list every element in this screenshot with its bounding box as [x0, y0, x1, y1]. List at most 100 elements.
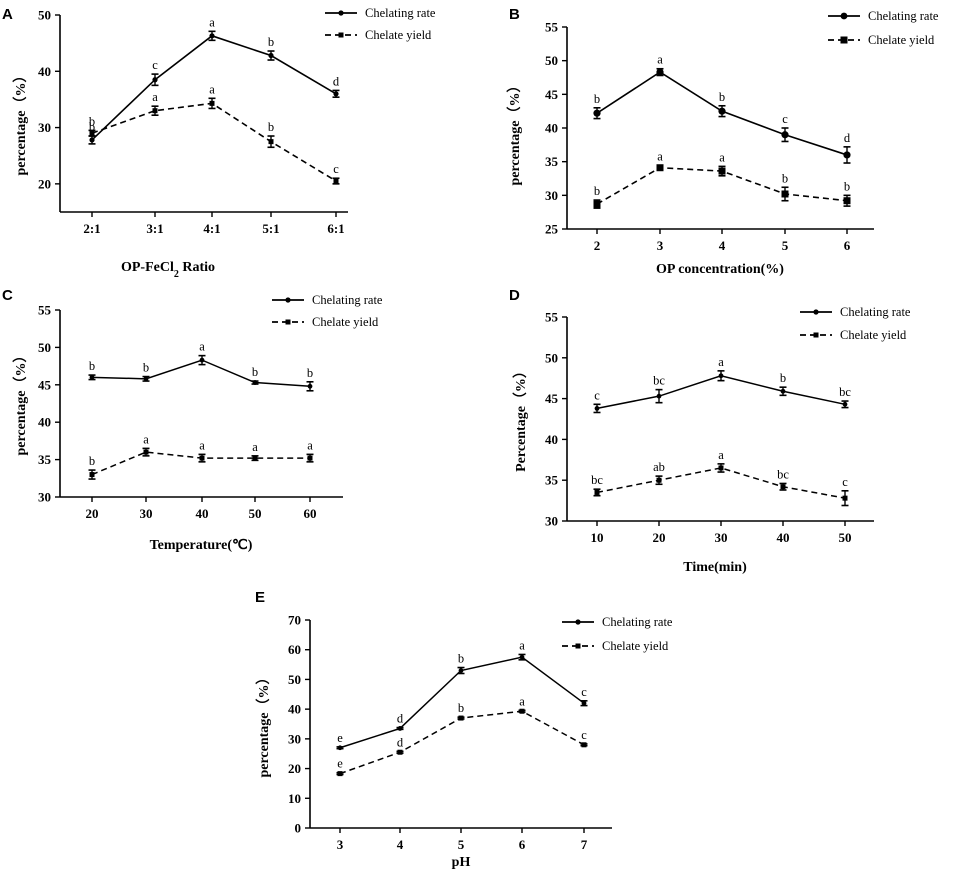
data-point [718, 373, 724, 379]
significance-letter: a [209, 15, 215, 29]
y-tick-label: 55 [38, 303, 52, 318]
data-point [337, 745, 343, 751]
x-tick-label: 50 [839, 530, 852, 545]
panel-a-x-axis-title: OP-FeCl2 Ratio [121, 260, 215, 280]
significance-letter: a [252, 440, 258, 454]
legend-marker-chelate-yield [813, 332, 819, 338]
panel-a-x-ticks: 2:1 3:1 4:1 5:1 6:1 [83, 212, 345, 236]
data-point [842, 401, 848, 407]
data-point [593, 109, 601, 117]
x-tick-label: 4 [719, 238, 726, 253]
data-point [397, 726, 403, 731]
y-tick-label: 55 [545, 20, 559, 35]
panel-letter-b: B [509, 6, 520, 23]
data-point [199, 357, 205, 363]
legend-marker-chelating-rate [338, 10, 344, 16]
significance-letter: b [782, 171, 788, 185]
data-point [152, 108, 158, 114]
data-point [209, 33, 215, 39]
y-tick-label: 35 [38, 452, 52, 467]
panel-d-y-ticks: 30 35 40 45 50 55 [545, 310, 567, 529]
data-point [656, 164, 664, 172]
data-point [843, 151, 851, 159]
legend-label-chelating-rate: Chelating rate [868, 9, 939, 23]
y-tick-label: 50 [38, 340, 51, 355]
significance-letter: a [718, 355, 724, 369]
panel-a-y-ticks: 20 30 40 50 [38, 8, 60, 191]
significance-letter: c [782, 112, 788, 126]
x-tick-label: 6 [519, 837, 526, 852]
x-tick-label: 50 [249, 506, 262, 521]
significance-letter: c [152, 58, 158, 72]
data-point [842, 495, 848, 501]
significance-letter: c [594, 388, 600, 402]
significance-letter: a [199, 340, 205, 354]
x-tick-label: 2:1 [83, 221, 100, 236]
y-tick-label: 30 [288, 731, 301, 746]
x-tick-label: 4:1 [203, 221, 220, 236]
panel-c-x-ticks: 20 30 40 50 60 [86, 497, 317, 521]
data-point [581, 700, 587, 706]
y-tick-label: 30 [545, 514, 558, 529]
significance-letter: b [268, 35, 274, 49]
panel-e-plot: e d b a c e d b a c [309, 620, 612, 829]
significance-letter: a [307, 438, 313, 452]
significance-letter: bc [839, 385, 851, 399]
data-point [337, 771, 343, 777]
series-line-chelate-yield [596, 467, 846, 499]
x-tick-label: 6 [844, 238, 851, 253]
panel-c: C b b a b b b a a a a 30 35 40 45 50 55 20 30 40 50 60 per… [2, 287, 383, 553]
data-point [781, 131, 789, 139]
y-tick-label: 30 [38, 490, 51, 505]
data-point [209, 100, 215, 106]
x-tick-label: 5:1 [262, 221, 279, 236]
panel-c-legend: Chelating rate Chelate yield [272, 293, 383, 329]
data-point [458, 715, 464, 721]
data-point [718, 107, 726, 115]
x-tick-label: 20 [653, 530, 666, 545]
significance-letter: c [333, 162, 339, 176]
y-tick-label: 25 [545, 222, 559, 237]
series-line-chelate-yield [91, 451, 310, 476]
legend-label-chelating-rate: Chelating rate [840, 305, 911, 319]
significance-letter: b [594, 184, 600, 198]
panel-e-x-axis-title: pH [452, 855, 471, 870]
legend-marker-chelate-yield [285, 319, 291, 325]
significance-letter: a [718, 448, 724, 462]
panel-e-x-ticks: 3 4 5 6 7 [337, 828, 588, 852]
significance-letter: d [844, 131, 851, 145]
significance-letter: bc [591, 473, 603, 487]
y-tick-label: 45 [545, 87, 559, 102]
panel-letter-c: C [2, 287, 13, 304]
significance-letter: a [143, 432, 149, 446]
legend-marker-chelate-yield [338, 32, 344, 38]
y-tick-label: 50 [545, 350, 558, 365]
x-tick-label: 20 [86, 506, 99, 521]
data-point [594, 405, 600, 411]
significance-letter: b [307, 366, 313, 380]
panel-b-y-axis-title: percentage（%） [507, 78, 523, 185]
y-tick-label: 40 [288, 702, 301, 717]
y-tick-label: 60 [288, 642, 301, 657]
legend-label-chelate-yield: Chelate yield [868, 33, 935, 47]
significance-letter: c [581, 728, 587, 742]
legend-label-chelate-yield: Chelate yield [312, 315, 379, 329]
y-tick-label: 30 [545, 188, 558, 203]
data-point [656, 393, 662, 399]
significance-letter: b [844, 179, 850, 193]
data-point [307, 383, 313, 389]
data-point [781, 190, 789, 198]
data-point [143, 449, 149, 455]
panel-c-plot: b b a b b b a a a a [59, 310, 343, 498]
x-tick-label: 7 [581, 837, 588, 852]
legend-marker-chelate-yield [575, 643, 581, 649]
data-point [593, 200, 601, 208]
data-point [581, 742, 587, 748]
significance-letter: a [199, 438, 205, 452]
significance-letter: d [397, 735, 404, 749]
panel-a-plot: b c a b d b a a b c [59, 15, 348, 213]
data-point [780, 388, 786, 394]
significance-letter: b [719, 90, 725, 104]
